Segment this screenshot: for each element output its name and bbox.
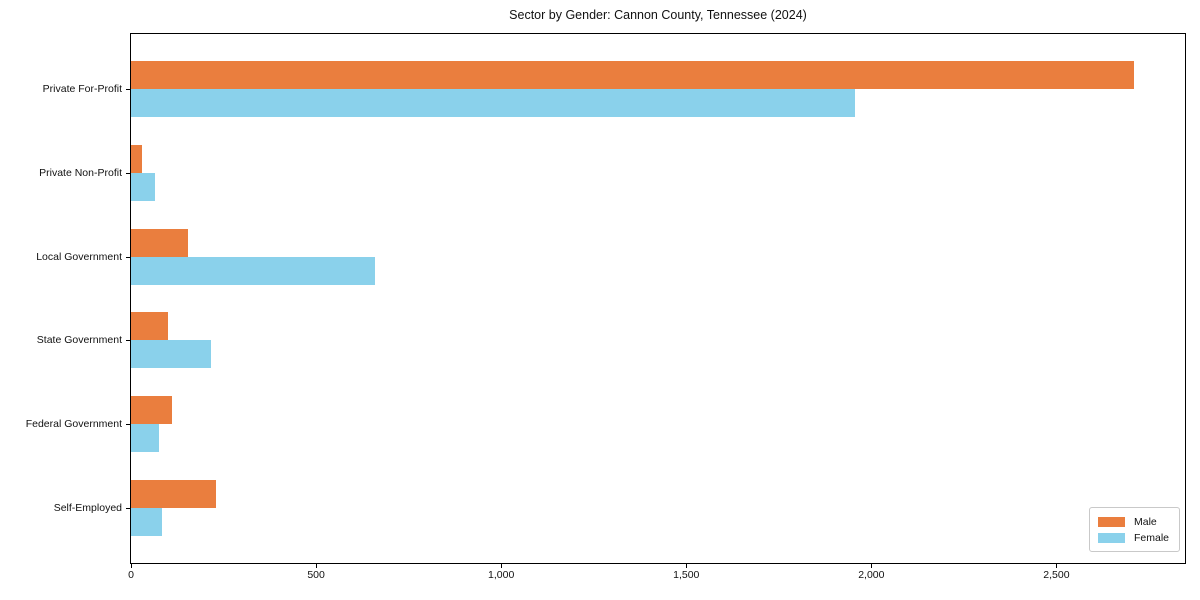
bar-male-private-non-profit [131,144,143,173]
legend-label-female: Female [1134,531,1170,544]
bar-female-federal-government [131,424,159,453]
bar-female-private-non-profit [131,172,156,201]
legend-item-male: Male [1098,516,1179,528]
bar-female-private-for-profit [131,89,855,117]
y-tick-local-government [126,256,130,258]
y-label-state-government: State Government [36,334,122,347]
bar-male-federal-government [131,396,173,425]
y-label-self-employed: Self-Employed [53,502,122,514]
x-tick-1-500 [686,564,688,568]
x-tick-2-500 [1056,564,1058,568]
legend: Male Female [1089,507,1180,552]
x-tick-label-2-500: 2,500 [1043,569,1070,581]
y-tick-federal-government [126,424,130,426]
x-tick-label-1-000: 1,000 [488,569,515,581]
legend-label-male: Male [1134,515,1157,528]
plot-area [130,33,1186,564]
y-tick-self-employed [126,508,130,509]
x-tick-label-500: 500 [307,569,325,581]
x-tick-500 [316,564,318,568]
chart-title: Sector by Gender: Cannon County, Tenness… [509,8,807,22]
x-tick-1-000 [501,564,503,568]
y-tick-private-non-profit [126,172,130,174]
legend-swatch-female [1098,532,1125,543]
y-label-federal-government: Federal Government [25,418,122,431]
x-tick-label-0: 0 [128,569,134,581]
bar-male-state-government [131,312,169,341]
x-tick-label-2-000: 2,000 [858,569,885,581]
y-tick-state-government [126,340,130,342]
bar-female-local-government [131,256,376,285]
x-tick-label-1-500: 1,500 [673,569,700,581]
bar-male-self-employed [131,480,217,508]
legend-item-female: Female [1098,532,1179,544]
x-tick-0 [131,564,132,568]
y-label-local-government: Local Government [36,250,122,263]
x-tick-2-000 [871,564,873,568]
y-label-private-for-profit: Private For-Profit [42,83,122,95]
bar-male-local-government [131,228,189,257]
y-label-private-non-profit: Private Non-Profit [39,166,122,179]
bar-female-self-employed [131,508,163,536]
y-tick-private-for-profit [126,89,130,90]
bar-female-state-government [131,340,211,369]
bar-male-private-for-profit [131,61,1135,89]
legend-swatch-male [1098,516,1125,527]
